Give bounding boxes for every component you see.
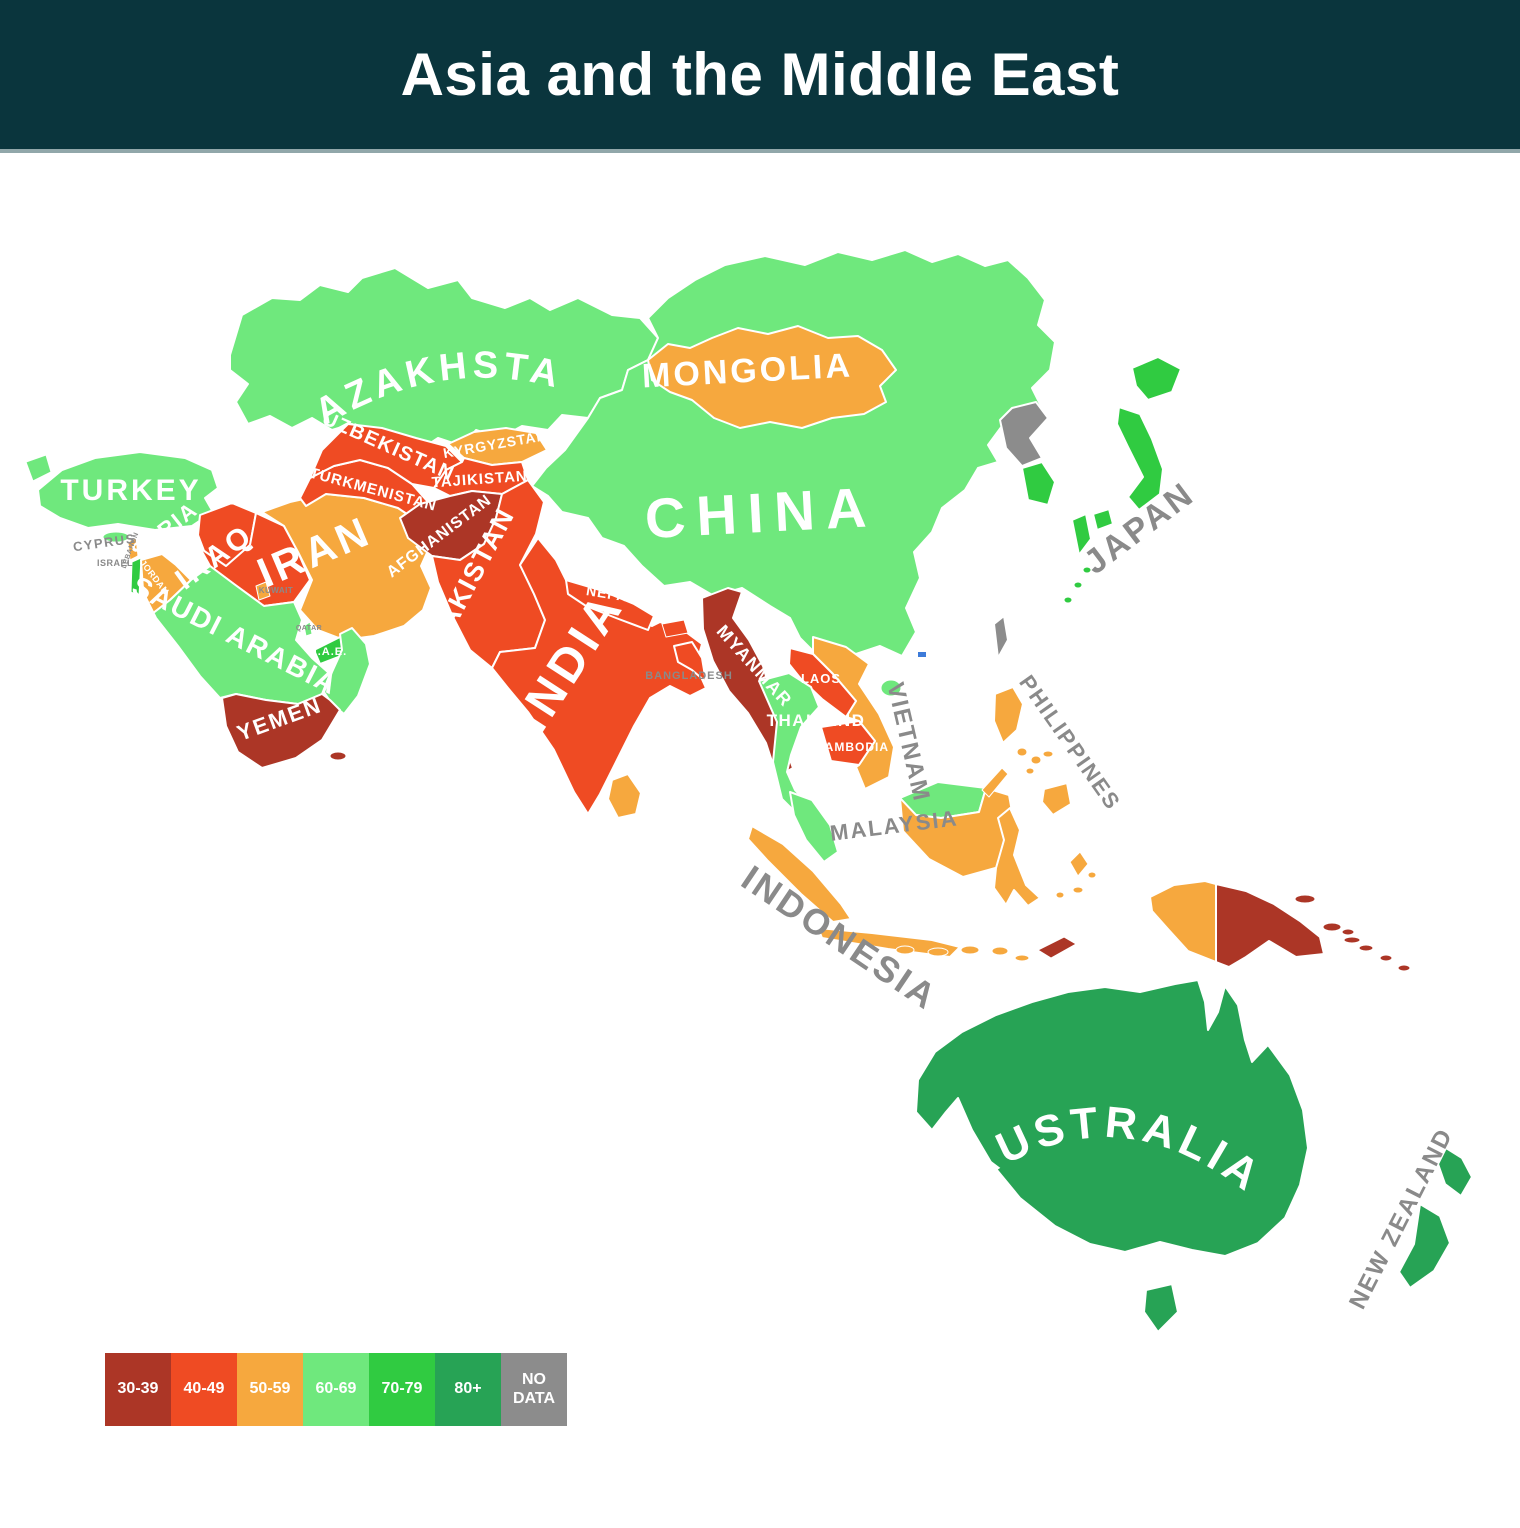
legend-label: NO DATA	[512, 1371, 556, 1407]
legend-item-70-79: 70-79	[369, 1353, 435, 1426]
country-north-korea	[999, 401, 1049, 467]
label-cambodia: CAMBODIA	[815, 740, 889, 754]
legend-item-60-69: 60-69	[303, 1353, 369, 1426]
country-israel	[130, 557, 142, 597]
legend-label: 70-79	[381, 1380, 423, 1398]
country-qatar	[303, 621, 313, 637]
legend-item-50-59: 50-59	[237, 1353, 303, 1426]
country-cyprus	[102, 531, 130, 543]
label-tajikistan: TAJIKISTAN	[431, 468, 528, 492]
country-timor-leste	[1037, 936, 1077, 959]
label-qatar: QATAR	[296, 625, 322, 632]
country-japan	[1063, 356, 1182, 604]
label-kuwait: KUWAIT	[259, 586, 294, 595]
label-china: CHINA	[643, 475, 878, 550]
label-turkey: TURKEY	[60, 474, 201, 507]
legend-label: 80+	[454, 1380, 482, 1398]
legend-label: 40-49	[183, 1380, 225, 1398]
country-philippines	[981, 686, 1072, 816]
country-yemen	[221, 693, 347, 769]
legend-label: 50-59	[249, 1380, 291, 1398]
country-saudi-arabia	[142, 565, 331, 705]
country-cambodia	[820, 720, 876, 766]
label-philippines: PHILIPPINES	[1014, 670, 1126, 815]
country-bangladesh	[673, 641, 707, 683]
country-mongolia	[647, 325, 897, 429]
country-lebanon	[127, 537, 139, 561]
legend-item-no-data: NO DATA	[501, 1353, 567, 1426]
legend-item-40-49: 40-49	[171, 1353, 237, 1426]
legend-label: 60-69	[315, 1380, 357, 1398]
country-sri-lanka	[607, 773, 642, 819]
country-india	[491, 537, 707, 815]
country-turkey	[25, 451, 219, 531]
label-israel: ISRAEL	[97, 558, 133, 568]
legend-item-80plus: 80+	[435, 1353, 501, 1426]
country-kuwait	[255, 581, 271, 601]
country-thailand	[758, 672, 820, 818]
label-laos: LAOS	[801, 671, 841, 686]
country-hong-kong	[916, 650, 928, 659]
country-solomon-islands	[1341, 928, 1411, 972]
country-taiwan	[993, 615, 1009, 659]
country-papua-new-guinea	[1215, 883, 1361, 968]
page-title: Asia and the Middle East	[400, 41, 1120, 108]
label-uae: U.A.E.	[309, 646, 347, 658]
legend-label: 30-39	[117, 1380, 159, 1398]
country-australia	[915, 979, 1309, 1333]
label-bangladesh: BANGLADESH	[645, 670, 733, 682]
label-thailand: THAILAND	[767, 711, 866, 730]
country-new-zealand	[1398, 1147, 1473, 1289]
legend: 30-39 40-49 50-59 60-69 70-79 80+ NO DAT…	[105, 1353, 567, 1426]
label-nepal: NEPAL	[585, 582, 638, 606]
country-south-korea	[1021, 461, 1056, 506]
legend-item-30-39: 30-39	[105, 1353, 171, 1426]
country-bhutan	[661, 619, 689, 638]
country-laos	[788, 647, 857, 718]
title-bar: Asia and the Middle East	[0, 0, 1520, 153]
country-indonesia	[747, 787, 1217, 963]
country-nepal	[565, 579, 655, 631]
